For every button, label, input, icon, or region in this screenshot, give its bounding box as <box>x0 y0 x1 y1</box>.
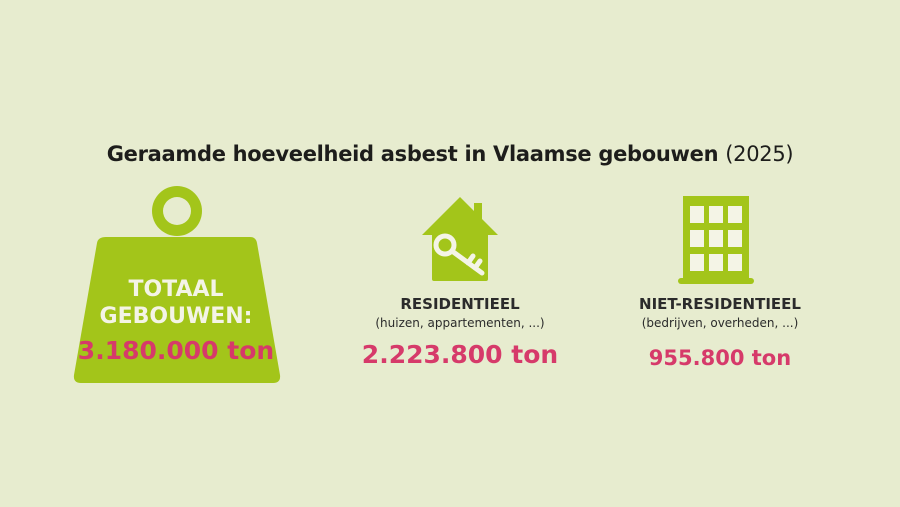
total-line1: TOTAAL <box>128 277 224 302</box>
nonresidential-sub: (bedrijven, overheden, ...) <box>641 316 799 330</box>
title-year: (2025) <box>725 142 794 166</box>
residential-sub: (huizen, appartementen, ...) <box>375 316 545 330</box>
building-icon <box>678 196 754 284</box>
residential-label: RESIDENTIEEL <box>400 295 520 313</box>
residential-block: RESIDENTIEEL (huizen, appartementen, ...… <box>330 295 590 369</box>
nonresidential-block: NIET-RESIDENTIEEL (bedrijven, overheden,… <box>590 295 850 370</box>
page-title: Geraamde hoeveelheid asbest in Vlaamse g… <box>0 142 900 166</box>
nonresidential-label: NIET-RESIDENTIEEL <box>639 295 801 313</box>
total-value: 3.180.000 ton <box>77 336 275 365</box>
title-text: Geraamde hoeveelheid asbest in Vlaamse g… <box>106 142 719 166</box>
residential-value: 2.223.800 ton <box>361 340 559 369</box>
house-key-icon <box>422 197 498 281</box>
weight-icon <box>73 186 281 383</box>
nonresidential-value: 955.800 ton <box>648 346 792 370</box>
total-line2: GEBOUWEN: <box>99 304 253 329</box>
